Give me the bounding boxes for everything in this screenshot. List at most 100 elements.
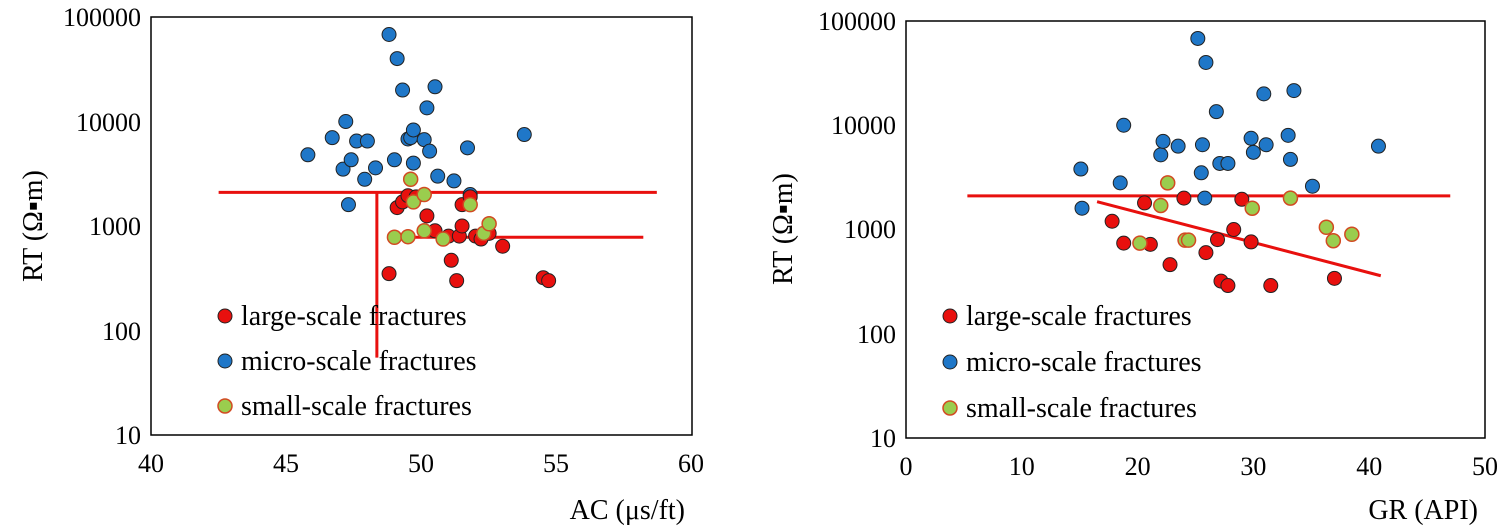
micro-scale-point (1112, 175, 1128, 191)
micro-scale-point (427, 79, 443, 95)
y-tick-label: 100 (102, 317, 141, 346)
small-scale-point (400, 228, 416, 245)
small-scale-point (405, 194, 422, 210)
large-scale-point (1104, 213, 1120, 229)
micro-scale-point (1256, 86, 1272, 102)
micro-scale-point (338, 114, 354, 129)
chart-right-x-ticks: 0 10 20 30 40 50 (900, 452, 1498, 481)
chart-left: 40 45 50 55 60 10 100 1000 10000 100000 … (18, 3, 704, 526)
large-scale-point (419, 208, 435, 224)
large-scale-point (1226, 222, 1242, 237)
threshold-line (1096, 200, 1382, 278)
x-tick-label: 30 (1240, 452, 1266, 481)
micro-scale-point (300, 147, 316, 163)
chart-right-legend: large-scale fractures micro-scale fractu… (942, 301, 1202, 424)
chart-left-x-ticks: 40 45 50 55 60 (138, 449, 704, 478)
legend-label-small: small-scale fractures (241, 391, 472, 422)
micro-scale-point (1190, 30, 1206, 46)
micro-scale-point (1243, 130, 1259, 146)
chart-left-lines (218, 190, 657, 358)
micro-scale-point (1304, 178, 1320, 194)
micro-scale-point (422, 143, 438, 159)
y-tick-label: 1000 (89, 212, 141, 241)
micro-scale-point (1370, 138, 1386, 154)
micro-scale-point (516, 127, 532, 143)
y-tick-label: 10000 (831, 111, 896, 140)
large-scale-point (1176, 190, 1192, 206)
chart-right-lines (967, 194, 1451, 278)
micro-scale-point (381, 27, 397, 43)
micro-scale-point (1193, 165, 1209, 181)
small-scale-point (462, 196, 478, 213)
x-tick-label: 0 (900, 452, 913, 481)
small-scale-point (1153, 197, 1169, 214)
micro-scale-point (343, 152, 359, 168)
y-tick-label: 10000 (76, 108, 141, 137)
large-scale-point (1116, 235, 1132, 251)
small-scale-point (416, 223, 432, 239)
x-tick-label: 10 (1009, 452, 1035, 481)
micro-scale-point (1280, 127, 1296, 143)
small-scale-point (402, 171, 419, 188)
x-tick-label: 45 (273, 449, 299, 478)
legend-label-large: large-scale fractures (241, 301, 467, 332)
micro-scale-point (1073, 161, 1089, 177)
large-scale-point (1263, 278, 1279, 294)
micro-scale-point (357, 171, 373, 187)
x-tick-label: 50 (408, 449, 434, 478)
large-scale-point (1220, 278, 1236, 294)
legend-marker-large (942, 308, 958, 324)
legend-marker-micro (942, 354, 958, 370)
micro-scale-point (1208, 104, 1224, 120)
chart-left-y-ticks: 10 100 1000 10000 100000 (63, 3, 141, 450)
large-scale-point (443, 252, 459, 268)
micro-scale-point (1282, 151, 1298, 167)
chart-left-y-axis-label: RT (Ω▪m) (18, 170, 49, 282)
large-scale-point (1198, 245, 1214, 261)
large-scale-point (1210, 232, 1226, 248)
chart-right-x-axis-label: GR (API) (1368, 495, 1478, 526)
micro-scale-point (1198, 54, 1214, 70)
micro-scale-point (1153, 147, 1169, 163)
x-tick-label: 40 (138, 449, 164, 478)
large-scale-point (381, 266, 397, 282)
small-scale-point (386, 229, 403, 246)
large-scale-point (1243, 234, 1259, 250)
chart-right-points (1073, 30, 1386, 294)
small-scale-point (1132, 235, 1148, 251)
legend-marker-large (217, 308, 233, 324)
micro-scale-point (324, 130, 340, 146)
small-scale-point (435, 231, 451, 247)
chart-left-legend: large-scale fractures micro-scale fractu… (217, 301, 477, 422)
micro-scale-point (1220, 155, 1236, 171)
y-tick-label: 100000 (818, 7, 896, 36)
micro-scale-point (1197, 190, 1213, 206)
micro-scale-point (459, 140, 475, 156)
small-scale-point (416, 186, 432, 203)
micro-scale-point (405, 155, 421, 171)
chart-left-points (300, 27, 557, 289)
y-tick-label: 10 (870, 424, 896, 453)
y-tick-label: 100000 (63, 3, 141, 32)
small-scale-point (1180, 232, 1197, 248)
large-scale-point (454, 218, 470, 234)
x-tick-label: 40 (1356, 452, 1382, 481)
small-scale-point (1344, 226, 1360, 243)
chart-left-x-axis-label: AC (μs/ft) (570, 495, 685, 526)
micro-scale-point (419, 100, 435, 116)
y-tick-label: 100 (857, 320, 896, 349)
micro-scale-point (430, 168, 446, 184)
y-tick-label: 1000 (844, 215, 896, 244)
x-tick-label: 55 (543, 449, 569, 478)
large-scale-point (1162, 257, 1178, 273)
micro-scale-point (1194, 137, 1210, 153)
large-scale-point (1137, 195, 1153, 211)
micro-scale-point (446, 173, 462, 189)
small-scale-point (1325, 232, 1342, 249)
x-tick-label: 20 (1125, 452, 1151, 481)
small-scale-point (1159, 175, 1176, 191)
y-tick-label: 10 (115, 421, 141, 450)
x-tick-label: 50 (1472, 452, 1498, 481)
micro-scale-point (395, 82, 411, 98)
